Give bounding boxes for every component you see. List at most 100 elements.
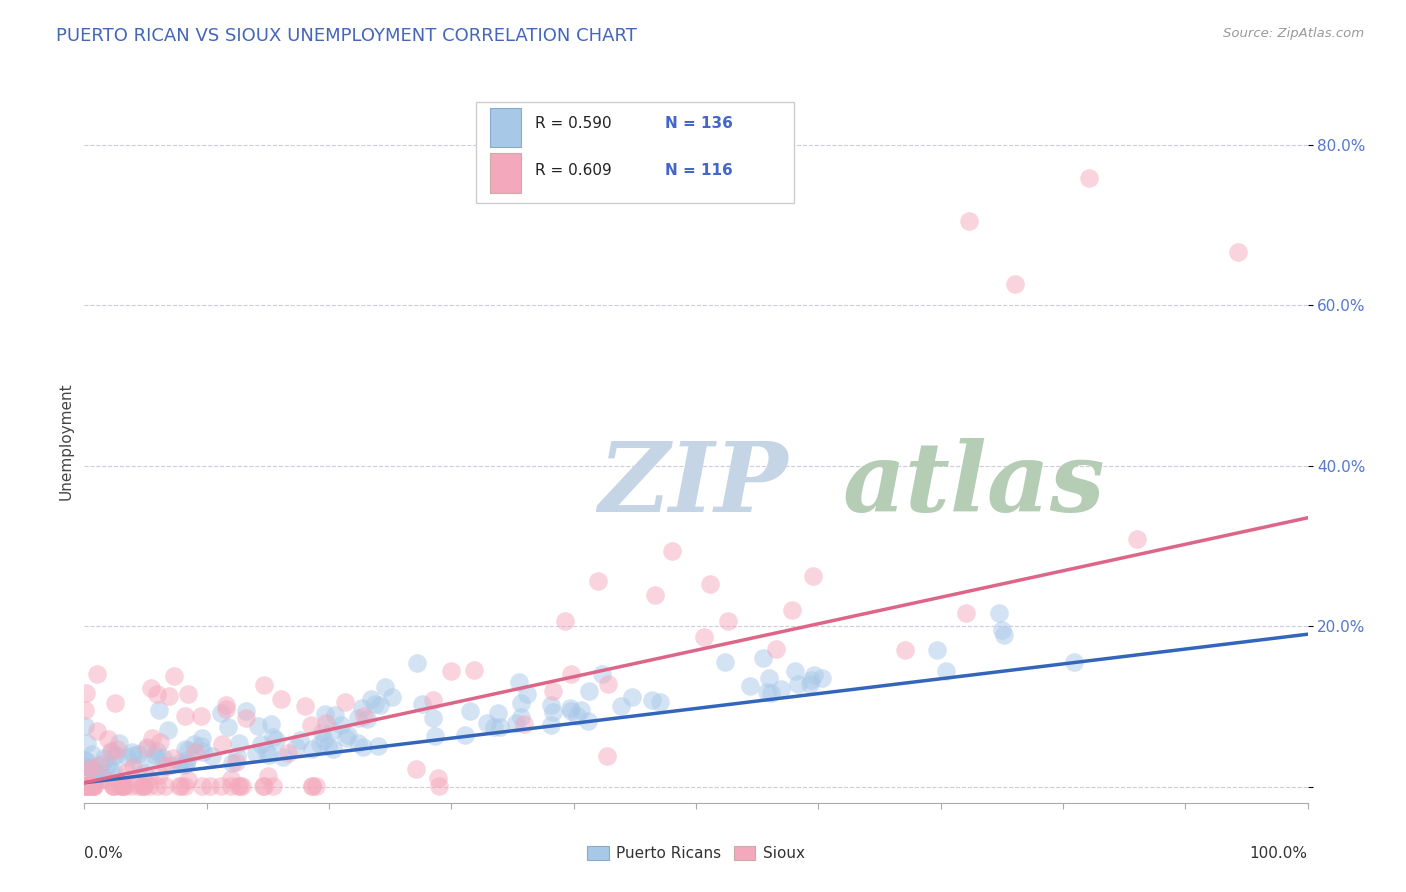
Point [621,690,644,704]
Point [648,695,671,709]
Point [200,779,222,793]
Point [1077,171,1099,186]
Text: R = 0.609: R = 0.609 [534,163,612,178]
Point [160,758,183,772]
Point [76,779,98,793]
Point [759,686,782,700]
Point [75,771,97,785]
Point [152,751,174,765]
Point [254,744,277,758]
FancyBboxPatch shape [475,102,794,203]
Point [353,708,375,723]
Text: Source: ZipAtlas.com: Source: ZipAtlas.com [1223,27,1364,40]
Point [211,737,233,751]
Point [143,747,166,762]
Point [226,748,249,763]
Point [134,779,156,793]
Point [86,666,108,681]
Point [112,779,135,793]
Point [170,779,193,793]
Point [1226,245,1249,260]
Point [80,747,103,761]
Point [112,779,135,793]
Point [93,751,115,765]
Point [259,747,281,762]
Point [141,731,163,745]
Point [427,779,450,793]
Point [145,779,167,793]
Point [209,779,232,793]
Point [578,684,600,698]
Point [299,717,322,731]
Point [176,743,198,757]
Point [356,712,378,726]
Point [253,678,276,692]
Point [316,739,339,753]
Point [484,720,506,734]
Point [193,745,215,759]
Point [84,764,107,779]
Point [714,655,737,669]
Point [215,698,238,713]
Point [309,737,332,751]
Point [131,779,153,793]
Point [108,779,131,793]
Point [176,753,198,767]
Point [811,671,834,685]
Point [73,779,96,793]
Point [294,699,316,714]
Point [367,739,389,753]
Point [336,728,359,742]
Point [765,641,787,656]
Point [253,779,276,793]
Point [245,746,267,760]
Point [540,698,562,712]
Point [177,687,200,701]
Point [569,703,592,717]
Point [76,754,98,768]
Point [257,769,280,783]
Point [91,756,114,771]
Y-axis label: Unemployment: Unemployment [58,383,73,500]
Point [127,779,149,793]
Point [111,779,134,793]
Point [100,764,122,778]
Point [75,686,97,700]
Point [190,739,212,753]
Point [360,692,382,706]
Point [120,779,142,793]
Point [782,603,804,617]
Point [82,779,104,793]
Point [104,696,127,710]
Point [73,703,96,717]
Point [799,677,821,691]
Point [134,765,156,780]
Point [925,643,948,657]
Point [76,779,98,793]
Point [270,691,292,706]
Point [596,677,619,691]
Point [454,728,477,742]
Point [183,745,205,759]
Point [990,623,1012,637]
Point [86,723,108,738]
Point [661,544,683,558]
Point [174,756,197,771]
Point [560,704,582,718]
Text: 100.0%: 100.0% [1250,847,1308,861]
Point [226,779,249,793]
Point [84,763,107,777]
Point [209,706,232,720]
Point [80,762,103,776]
Point [73,779,96,793]
Point [217,720,239,734]
Point [76,736,98,750]
Point [229,779,252,793]
Point [756,685,779,699]
Point [305,779,328,793]
Point [103,779,125,793]
Text: R = 0.590: R = 0.590 [534,116,612,131]
Point [104,748,127,763]
Point [505,716,527,731]
Point [225,755,247,769]
